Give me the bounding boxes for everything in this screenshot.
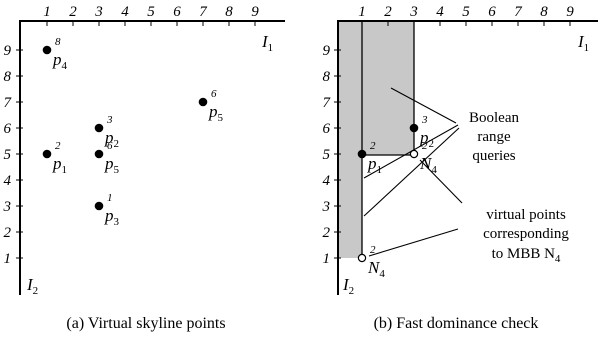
right-panel: 1 2 3 4 5 6 7 8 9 1 2 3 4 5 6 7 8 9: [322, 4, 598, 332]
caption-a: (a) Virtual skyline points: [66, 315, 225, 332]
dominance-region: [338, 21, 362, 258]
x-tick-label: 9: [566, 4, 574, 20]
point-marker: [94, 201, 104, 211]
point-label: p1: [367, 154, 382, 176]
x-tick-label: 2: [69, 4, 77, 20]
boolean-query-arrow: [363, 127, 460, 217]
point-weight-label: 6: [211, 88, 217, 100]
point-label: p4: [52, 50, 68, 72]
y-tick-label: 7: [323, 95, 332, 111]
note-line: virtual points: [486, 207, 566, 223]
x-tick-label: 4: [436, 4, 444, 20]
x-tick-label: 1: [358, 4, 366, 20]
note-line: to MBB N4: [492, 246, 561, 265]
y-tick-label: 8: [4, 69, 12, 85]
point-marker: [42, 45, 52, 55]
x-tick-label: 7: [514, 4, 523, 20]
point-label: N4: [419, 154, 437, 176]
point-weight-label: 2: [370, 140, 376, 152]
x-tick-label: 8: [540, 4, 548, 20]
y-tick-label: 1: [4, 251, 12, 267]
point-weight-label: 3: [106, 114, 113, 126]
y-tick-label: 4: [4, 173, 12, 189]
left-panel: 1 2 3 4 5 6 7 8 9 1 2 3 4 5 6 7 8 9: [3, 4, 285, 332]
axis-ticks: [16, 21, 256, 259]
dominance-region: [362, 21, 414, 155]
point-marker: [198, 97, 208, 107]
y-tick-label: 3: [3, 199, 12, 215]
point-marker: [409, 123, 419, 133]
x-tick-label: 6: [173, 4, 181, 20]
note-line: Boolean: [469, 110, 519, 126]
point-marker: [357, 149, 367, 159]
x-tick-label: 8: [225, 4, 233, 20]
virtual-note: virtual points corresponding to MBB N4: [483, 207, 569, 265]
x-tick-label: 6: [488, 4, 496, 20]
point-weight-label: 3: [421, 114, 428, 126]
note-line: range: [477, 129, 511, 145]
y-axis-label: I2: [26, 275, 38, 297]
y-tick-label: 5: [323, 147, 331, 163]
virtual-point-marker: [409, 149, 419, 159]
boolean-query-arrow: [390, 87, 457, 124]
y-tick-label: 9: [4, 43, 12, 59]
x-tick-label: 9: [251, 4, 259, 20]
x-tick-label: 3: [409, 4, 418, 20]
y-axis-label: I2: [342, 275, 354, 297]
right-points: p2 3 p1 2 N4 2 N4 2: [357, 114, 437, 280]
x-tick-label: 4: [121, 4, 129, 20]
y-tick-label: 9: [323, 43, 331, 59]
y-tick-label: 6: [323, 121, 331, 137]
x-tick-labels: 1 2 3 4 5 6 7 8 9: [43, 4, 259, 20]
point-weight-label: 2: [370, 244, 376, 256]
virtual-point-marker: [357, 253, 367, 263]
x-tick-label: 2: [384, 4, 392, 20]
point-label: N4: [367, 258, 385, 280]
y-tick-labels: 1 2 3 4 5 6 7 8 9: [322, 43, 332, 267]
x-tick-label: 5: [462, 4, 470, 20]
note-line: corresponding: [483, 226, 569, 242]
y-tick-label: 1: [323, 251, 331, 267]
point-label: p2: [419, 128, 434, 150]
x-axis-label: I1: [577, 32, 589, 54]
x-tick-label: 1: [43, 4, 51, 20]
y-tick-label: 8: [323, 69, 331, 85]
note-line: queries: [472, 148, 515, 164]
point-weight-label: 8: [55, 36, 61, 48]
y-tick-label: 7: [4, 95, 13, 111]
x-tick-label: 5: [147, 4, 155, 20]
point-label: p3: [104, 206, 120, 228]
point-marker: [94, 123, 104, 133]
y-tick-label: 6: [4, 121, 12, 137]
point-label: p1: [52, 154, 67, 176]
x-tick-labels: 1 2 3 4 5 6 7 8 9: [358, 4, 574, 20]
point-weight-label: 2: [422, 140, 428, 152]
x-axis-label: I1: [261, 32, 273, 54]
caption-b: (b) Fast dominance check: [374, 315, 539, 332]
y-tick-labels: 1 2 3 4 5 6 7 8 9: [3, 43, 13, 267]
boolean-note: Boolean range queries: [469, 110, 519, 164]
y-tick-label: 5: [4, 147, 12, 163]
point-marker: [42, 149, 52, 159]
x-tick-label: 7: [199, 4, 208, 20]
point-label: p5: [208, 102, 224, 124]
point-weight-label: 2: [55, 140, 61, 152]
y-tick-label: 2: [4, 225, 12, 241]
virtual-point-arrow: [419, 159, 463, 204]
point-label: p2: [104, 128, 119, 150]
y-tick-label: 4: [323, 173, 331, 189]
x-tick-label: 3: [94, 4, 103, 20]
virtual-point-arrow: [368, 228, 459, 257]
y-tick-label: 2: [323, 225, 331, 241]
y-tick-label: 3: [322, 199, 331, 215]
point-marker: [94, 149, 104, 159]
point-label: p5: [104, 154, 120, 176]
point-weight-label: 1: [107, 192, 113, 204]
point-weight-label: 6: [107, 140, 113, 152]
